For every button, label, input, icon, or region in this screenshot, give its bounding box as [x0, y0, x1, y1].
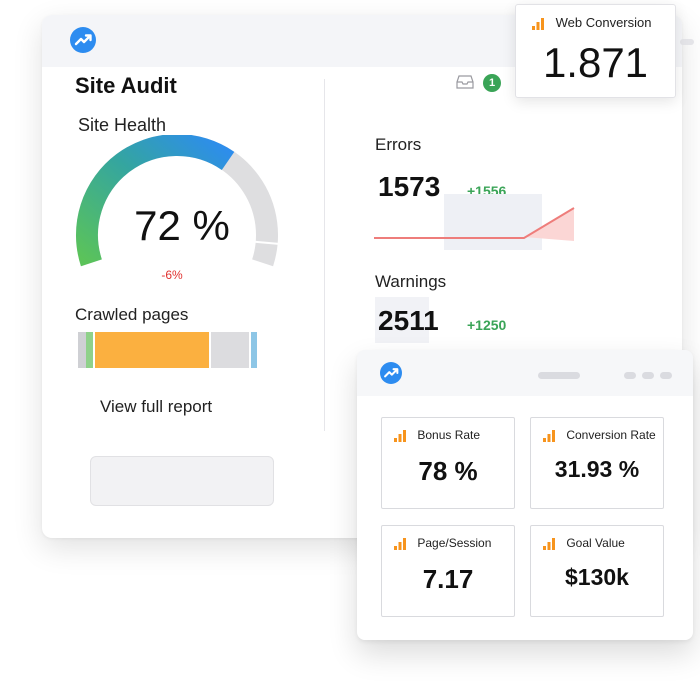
- site-health-delta: -6%: [161, 268, 183, 282]
- gauge-fill: [76, 135, 235, 267]
- metric-tile-page-session: Page/Session 7.17: [381, 525, 515, 617]
- web-conversion-card: Web Conversion 1.871: [515, 4, 676, 98]
- bar-chart-icon: [543, 429, 555, 442]
- vertical-divider: [324, 79, 325, 431]
- warnings-value: 2511: [378, 305, 439, 336]
- metric-label: Conversion Rate: [566, 428, 656, 442]
- inbox-icon[interactable]: [456, 75, 474, 94]
- bar-chart-icon: [394, 537, 406, 550]
- metric-value: 7.17: [422, 564, 474, 594]
- metrics-body: Bonus Rate 78 % Conversion Rate 31.93 % …: [357, 396, 693, 640]
- bar-chart-icon: [543, 537, 555, 550]
- site-health-label: Site Health: [78, 115, 167, 135]
- crawled-pages-segment: [250, 332, 257, 368]
- warnings-label: Warnings: [375, 272, 447, 291]
- crawled-pages-segment: [209, 332, 212, 368]
- header-pill: [680, 39, 694, 45]
- metric-tile-goal-value: Goal Value $130k: [530, 525, 664, 617]
- app-logo-icon: [70, 27, 96, 53]
- crawled-pages-segment: [86, 332, 93, 368]
- metric-value: 31.93 %: [554, 456, 640, 482]
- site-health-value: 72 %: [134, 202, 230, 249]
- header-pill: [538, 372, 580, 379]
- metrics-header: [357, 350, 693, 396]
- errors-value: 1573: [378, 171, 441, 202]
- crawled-pages-segment: [92, 332, 95, 368]
- crawled-pages-segment: [211, 332, 249, 368]
- warnings-highlight: [375, 297, 429, 343]
- metrics-panel: Bonus Rate 78 % Conversion Rate 31.93 % …: [357, 350, 693, 640]
- app-logo-icon: [380, 362, 402, 384]
- bar-chart-icon: [394, 429, 406, 442]
- metric-value: 78 %: [418, 456, 478, 486]
- metric-label: Goal Value: [566, 536, 625, 550]
- web-conversion-label: Web Conversion: [555, 15, 652, 30]
- placeholder-button[interactable]: [90, 456, 274, 506]
- crawled-pages-label: Crawled pages: [75, 305, 189, 324]
- header-dot: [660, 372, 672, 379]
- metric-label: Bonus Rate: [417, 428, 481, 442]
- page-title: Site Audit: [75, 73, 177, 98]
- crawled-pages-segment: [78, 332, 87, 368]
- errors-label: Errors: [375, 135, 422, 154]
- crawled-pages-bar: [78, 332, 286, 368]
- crawled-pages-segment: [248, 332, 251, 368]
- header-dot: [624, 372, 636, 379]
- bar-chart-icon: [532, 17, 544, 30]
- warnings-delta: +1250: [467, 317, 507, 333]
- metric-value: $130k: [565, 564, 629, 590]
- metric-tile-bonus-rate: Bonus Rate 78 %: [381, 417, 515, 509]
- notification-badge[interactable]: 1: [483, 74, 501, 92]
- web-conversion-value: 1.871: [542, 39, 649, 86]
- errors-sparkline: [374, 194, 575, 250]
- gauge-notch: [254, 240, 279, 245]
- metric-tile-conversion-rate: Conversion Rate 31.93 %: [530, 417, 664, 509]
- header-dot: [642, 372, 654, 379]
- metric-label: Page/Session: [417, 536, 492, 550]
- crawled-pages-segment: [94, 332, 210, 368]
- site-health-gauge: [76, 135, 279, 267]
- view-full-report-link[interactable]: View full report: [100, 397, 213, 416]
